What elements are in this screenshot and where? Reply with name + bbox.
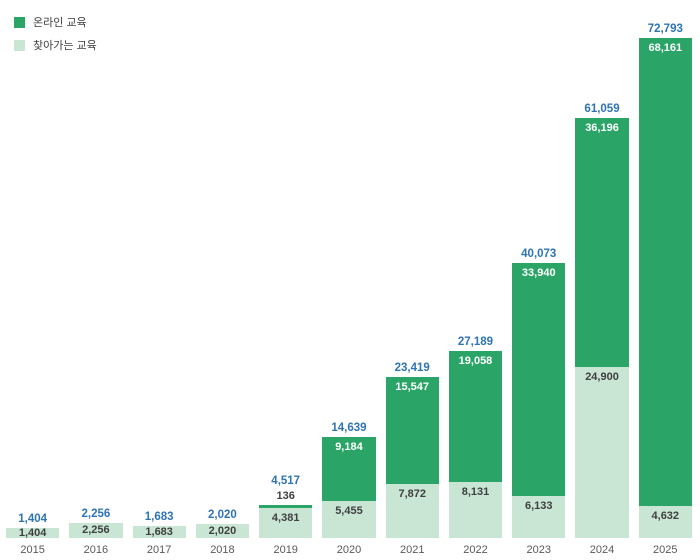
year-axis-label: 2023 xyxy=(526,544,551,556)
segment-visiting: 7,872 xyxy=(385,483,439,538)
online-swatch-icon xyxy=(14,16,25,28)
year-axis-label: 2015 xyxy=(20,544,45,556)
segment-visiting: 6,133 xyxy=(512,495,566,538)
legend-label-visiting: 찾아가는 교육 xyxy=(33,40,97,52)
total-value-label: 1,683 xyxy=(144,511,174,524)
segment-visiting: 1,404 xyxy=(6,527,60,540)
visiting-value-label: 2,256 xyxy=(82,524,110,537)
total-value-label: 14,639 xyxy=(331,422,367,435)
visiting-value-label: 4,381 xyxy=(271,511,300,524)
total-value-label: 27,189 xyxy=(457,336,494,349)
bar-column-2024: 61,059 36,196 24,900 2024 xyxy=(575,103,629,556)
year-axis-label: 2021 xyxy=(399,544,425,556)
total-value-label: 72,793 xyxy=(647,23,683,36)
segment-online: 68,161 xyxy=(638,38,692,507)
total-value-label: 2,020 xyxy=(208,509,237,522)
online-value-label: 33,940 xyxy=(521,266,556,279)
segment-online: 36,196 xyxy=(575,118,629,367)
segment-online: 15,547 xyxy=(385,377,439,484)
bar-2017: 1,683 xyxy=(132,526,186,539)
visiting-value-label: 2,020 xyxy=(208,525,237,538)
bar-2019: 4,381 xyxy=(259,504,313,538)
bar-column-2025: 72,793 68,161 4,632 2025 xyxy=(638,23,692,556)
visiting-value-label: 1,404 xyxy=(18,527,47,540)
segment-visiting: 1,683 xyxy=(132,526,186,539)
online-value-label: 15,547 xyxy=(395,381,430,394)
bar-2022: 19,058 8,131 xyxy=(448,351,503,538)
segment-online: 33,940 xyxy=(512,262,566,496)
visiting-value-label: 1,683 xyxy=(145,526,173,539)
bar-2025: 68,161 4,632 xyxy=(638,38,692,538)
bar-column-2022: 27,189 19,058 8,131 2022 xyxy=(448,336,503,556)
online-value-label: 19,058 xyxy=(458,355,493,368)
year-axis-label: 2019 xyxy=(273,544,298,556)
bar-2023: 33,940 6,133 xyxy=(512,262,566,538)
legend-item-visiting: 찾아가는 교육 xyxy=(14,37,97,53)
bar-2021: 15,547 7,872 xyxy=(385,377,439,538)
chart-legend: 온라인 교육 찾아가는 교육 xyxy=(14,14,97,53)
year-axis-label: 2018 xyxy=(210,544,235,556)
bar-column-2017: 1,683 1,683 2017 xyxy=(132,511,186,556)
stacked-bar-chart: 1,404 1,404 2015 2,256 2,256 2016 1,683 1,683 20… xyxy=(6,0,692,556)
bar-2016: 2,256 xyxy=(69,522,123,538)
bar-column-2016: 2,256 2,256 2016 xyxy=(69,507,123,556)
bar-column-2020: 14,639 9,184 5,455 2020 xyxy=(322,422,376,556)
visiting-value-label: 6,133 xyxy=(524,499,553,512)
bar-column-2018: 2,020 2,020 2018 xyxy=(195,509,250,556)
online-value-label: 36,196 xyxy=(585,122,619,135)
total-value-label: 2,256 xyxy=(81,507,111,520)
legend-label-online: 온라인 교육 xyxy=(33,17,87,29)
online-value-label: 136 xyxy=(276,489,295,502)
segment-visiting: 2,020 xyxy=(195,524,250,538)
visiting-value-label: 7,872 xyxy=(398,487,426,500)
segment-online: 19,058 xyxy=(448,351,503,483)
bar-column-2019: 4,517 136 4,381 2019 xyxy=(259,474,313,556)
bar-2018: 2,020 xyxy=(195,524,250,538)
year-axis-label: 2017 xyxy=(146,544,172,556)
segment-visiting: 5,455 xyxy=(322,500,376,538)
visiting-value-label: 4,632 xyxy=(651,510,680,523)
year-axis-label: 2025 xyxy=(653,544,678,556)
visiting-swatch-icon xyxy=(14,39,25,51)
segment-visiting: 8,131 xyxy=(448,482,503,538)
bar-2024: 36,196 24,900 xyxy=(575,118,629,538)
bar-column-2023: 40,073 33,940 6,133 2023 xyxy=(512,247,566,556)
legend-item-online: 온라인 교육 xyxy=(14,14,97,30)
visiting-value-label: 5,455 xyxy=(335,504,363,517)
bar-2015: 1,404 xyxy=(6,527,60,540)
year-axis-label: 2024 xyxy=(589,544,615,556)
year-axis-label: 2022 xyxy=(463,544,488,556)
total-value-label: 4,517 xyxy=(271,474,301,487)
segment-online xyxy=(259,504,313,508)
bar-column-2015: 1,404 1,404 2015 xyxy=(6,513,60,556)
bar-column-2021: 23,419 15,547 7,872 2021 xyxy=(385,362,439,556)
segment-visiting: 24,900 xyxy=(575,367,629,538)
segment-online: 9,184 xyxy=(322,437,376,501)
online-value-label: 9,184 xyxy=(335,441,363,454)
online-value-label: 68,161 xyxy=(648,42,683,55)
visiting-value-label: 24,900 xyxy=(585,371,619,383)
total-value-label: 40,073 xyxy=(521,247,557,260)
total-value-label: 61,059 xyxy=(584,103,620,116)
segment-visiting: 2,256 xyxy=(69,522,123,538)
year-axis-label: 2020 xyxy=(336,544,362,556)
segment-visiting: 4,632 xyxy=(638,506,692,538)
total-value-label: 1,404 xyxy=(18,513,48,526)
year-axis-label: 2016 xyxy=(83,544,109,556)
total-value-label: 23,419 xyxy=(394,362,430,375)
bar-2020: 9,184 5,455 xyxy=(322,437,376,538)
visiting-value-label: 8,131 xyxy=(461,486,490,499)
segment-visiting: 4,381 xyxy=(259,507,313,538)
